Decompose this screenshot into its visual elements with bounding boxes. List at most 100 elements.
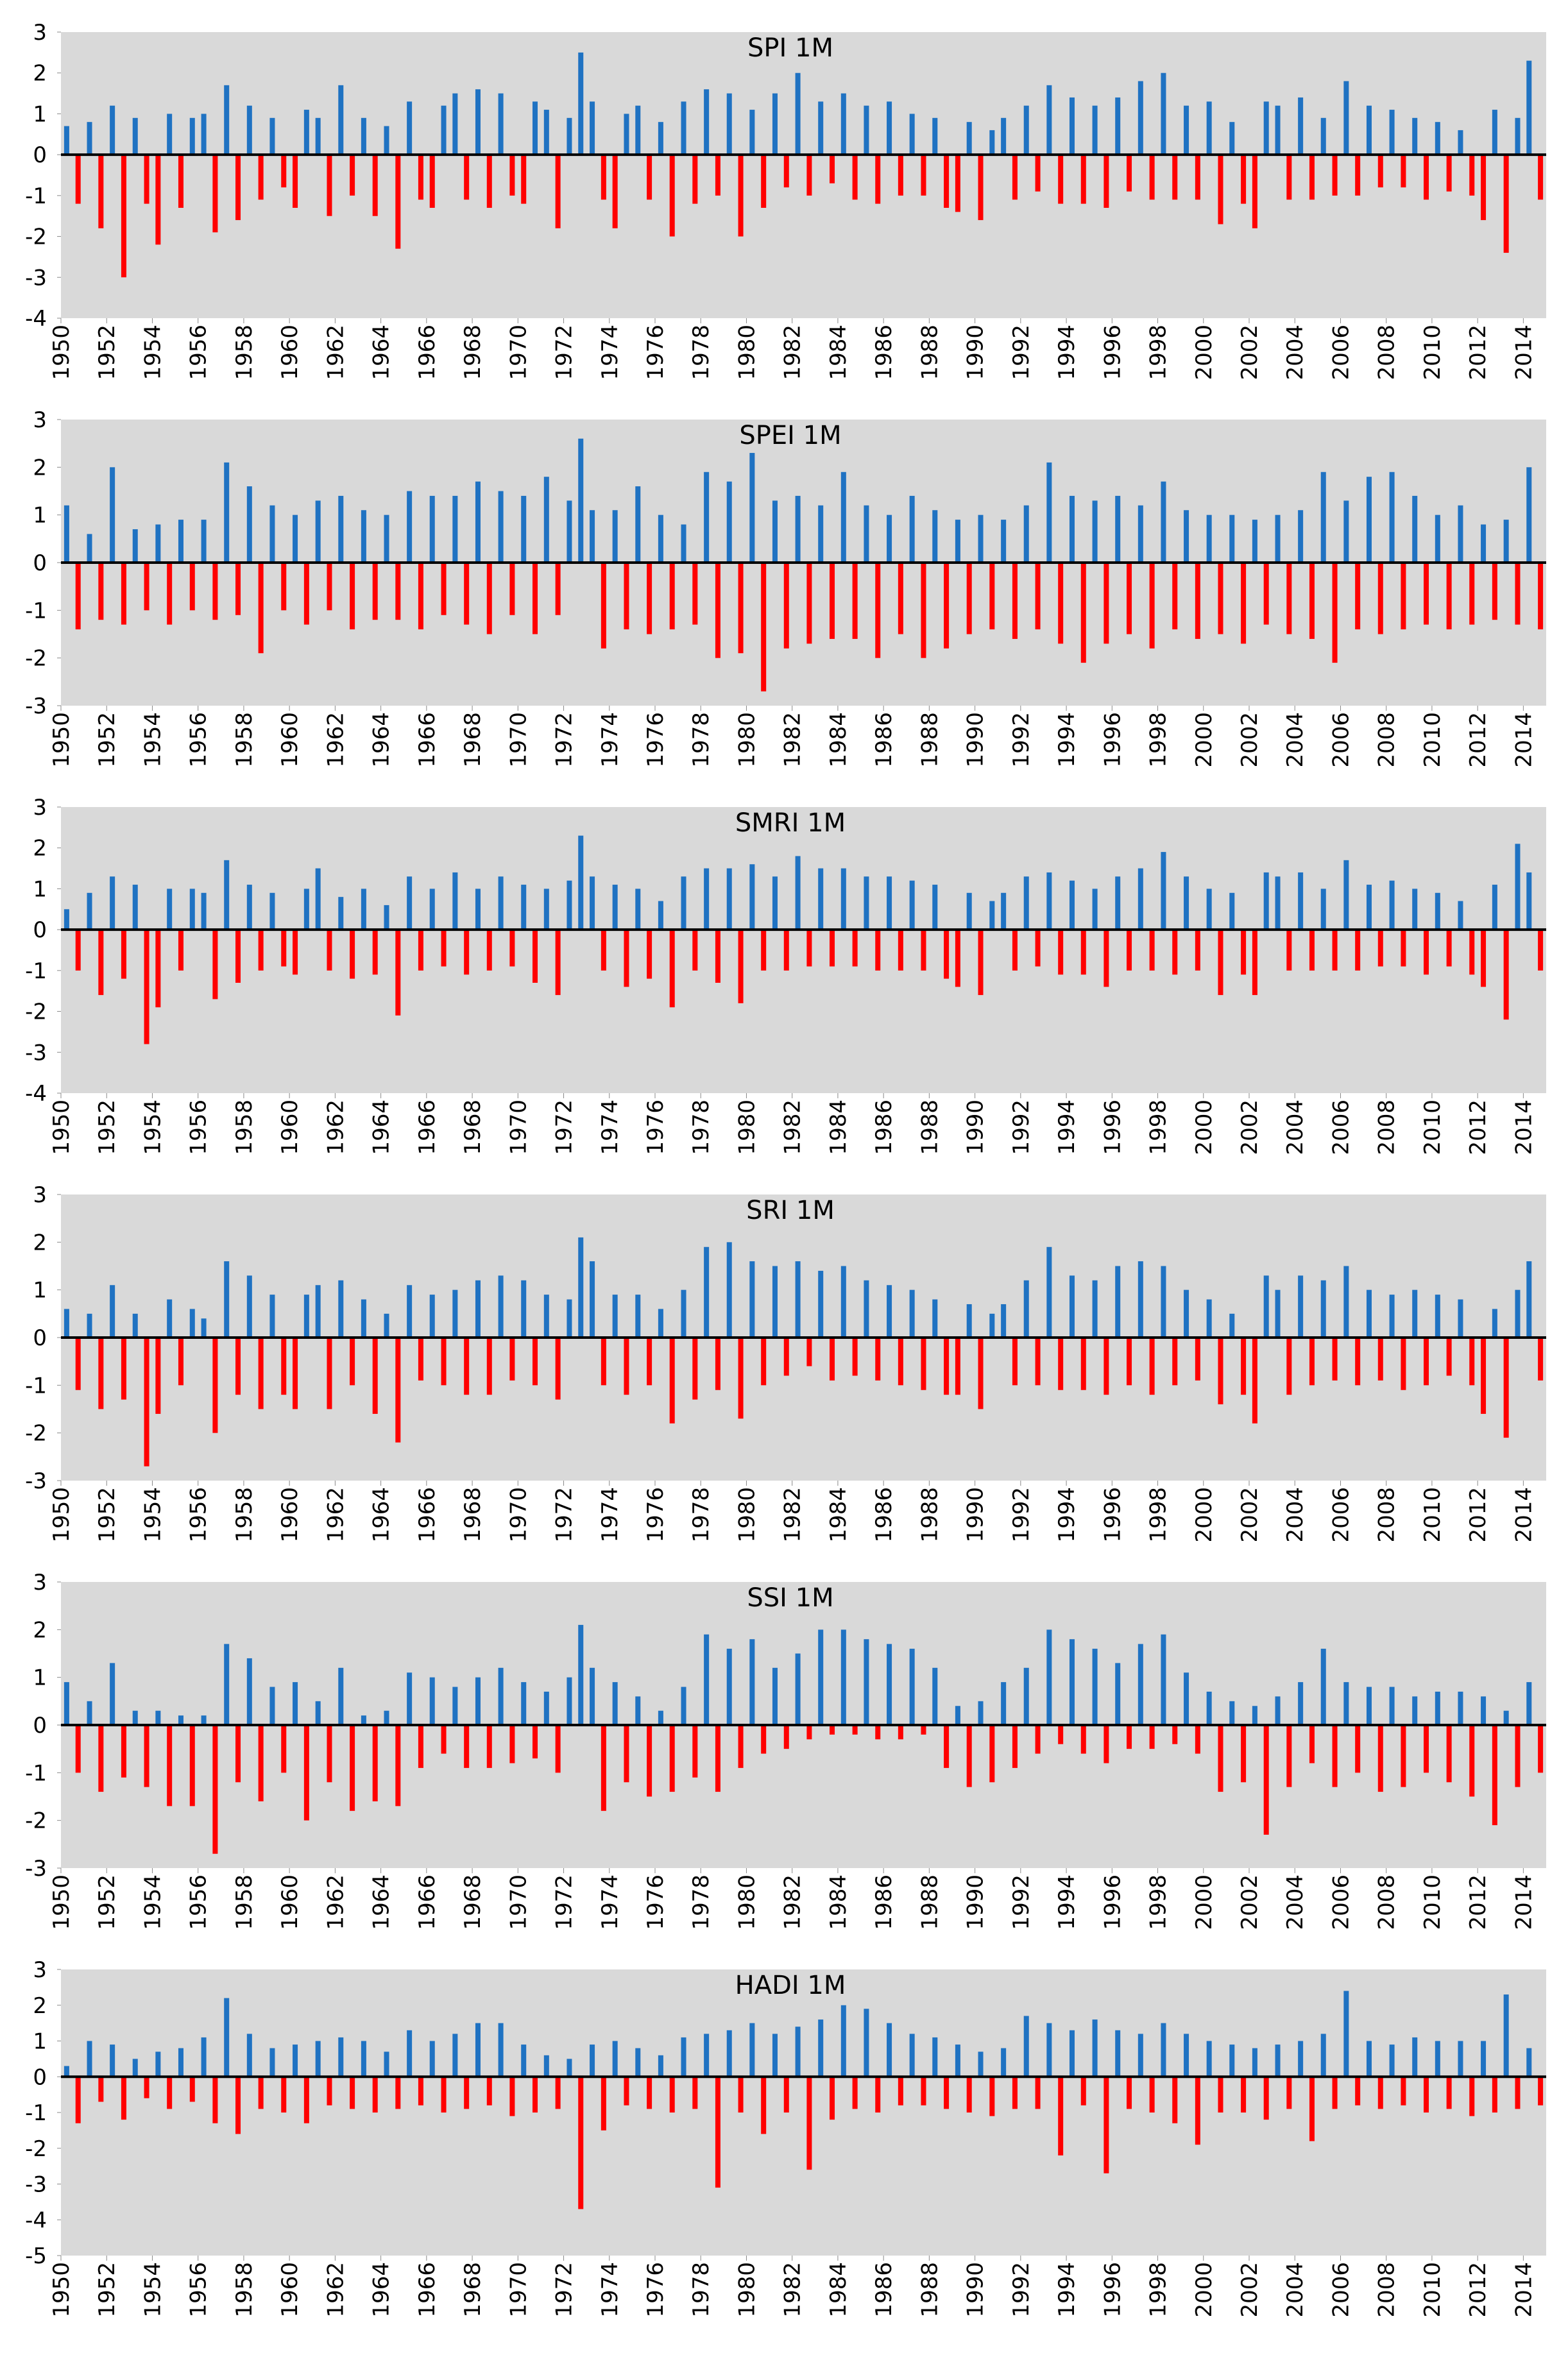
x-tick-label: 1958 <box>232 2262 257 2318</box>
bar <box>1424 563 1429 625</box>
bar <box>246 1658 252 1725</box>
bar <box>772 500 778 563</box>
bar <box>1458 505 1463 563</box>
bar <box>372 1338 378 1414</box>
bar <box>1046 872 1052 930</box>
bar <box>293 1338 298 1409</box>
bar <box>898 563 903 634</box>
bar <box>281 1338 287 1395</box>
bar <box>110 105 115 155</box>
bar <box>1161 2023 1166 2077</box>
bar <box>830 155 835 183</box>
bar <box>1069 1275 1075 1338</box>
bar <box>761 2077 767 2134</box>
bar <box>852 1725 858 1735</box>
bar <box>1298 2041 1304 2077</box>
x-tick-label: 2004 <box>1283 1100 1308 1155</box>
bar <box>338 1667 344 1725</box>
x-tick-label: 1970 <box>506 1100 531 1155</box>
bar <box>1412 888 1418 930</box>
bar <box>555 1725 561 1773</box>
bar <box>464 1338 470 1395</box>
bar <box>783 1725 789 1749</box>
bar <box>452 1289 458 1338</box>
x-tick-label: 1972 <box>552 712 577 768</box>
bar <box>818 505 824 563</box>
x-tick-label: 1986 <box>871 712 897 768</box>
bar <box>201 2037 207 2077</box>
bar <box>246 486 252 563</box>
bar <box>1343 500 1349 563</box>
bar <box>452 495 458 563</box>
bar <box>1481 524 1487 563</box>
bar <box>1492 1725 1497 1826</box>
bar <box>921 155 926 196</box>
bar <box>578 1624 584 1725</box>
bar <box>372 155 378 216</box>
bar <box>1538 155 1544 200</box>
bar <box>132 1710 138 1725</box>
bar <box>944 1338 950 1395</box>
bar <box>590 1667 595 1725</box>
y-tick-label: -1 <box>25 598 47 624</box>
bar <box>293 930 298 975</box>
x-tick-label: 1956 <box>186 1875 212 1930</box>
bar <box>372 563 378 620</box>
bar <box>98 930 104 996</box>
x-tick-label: 1972 <box>552 1100 577 1155</box>
bar <box>738 930 744 1003</box>
bar <box>726 1242 732 1338</box>
bar <box>110 1285 115 1338</box>
bar <box>738 2077 744 2113</box>
bar <box>327 930 332 971</box>
bar <box>783 930 789 971</box>
bar <box>1172 155 1178 200</box>
x-tick-label: 2010 <box>1420 712 1445 768</box>
x-tick-label: 1960 <box>277 1100 303 1155</box>
y-tick-label: -5 <box>25 2243 47 2269</box>
bar <box>669 155 675 237</box>
bar <box>1229 514 1235 563</box>
bar <box>864 1280 869 1338</box>
x-tick-label: 1968 <box>460 325 486 380</box>
bar <box>830 2077 835 2120</box>
bar <box>87 2041 92 2077</box>
bar <box>921 1338 926 1390</box>
bar <box>1389 2045 1395 2077</box>
bar <box>235 930 241 983</box>
bar <box>189 2077 195 2102</box>
x-tick-label: 2010 <box>1420 2262 1445 2318</box>
bar <box>110 2045 115 2077</box>
bar <box>372 930 378 975</box>
bar <box>601 1338 606 1386</box>
bar <box>418 1725 423 1768</box>
bar <box>1035 563 1041 630</box>
bar <box>635 888 641 930</box>
bar <box>978 155 984 221</box>
bar <box>201 114 207 155</box>
bar <box>429 888 435 930</box>
bar <box>1115 1266 1121 1338</box>
bar <box>87 1701 92 1725</box>
bar <box>795 72 801 155</box>
bar <box>1263 2077 1269 2120</box>
bar <box>1172 563 1178 630</box>
bar <box>1492 563 1497 620</box>
x-tick-label: 1992 <box>1009 712 1034 768</box>
bar <box>269 1687 275 1725</box>
bar <box>1252 520 1257 563</box>
bar <box>669 1338 675 1424</box>
x-tick-label: 1960 <box>277 2262 303 2318</box>
x-tick-label: 1960 <box>277 712 303 768</box>
bar <box>978 1701 984 1725</box>
bar <box>303 2077 309 2123</box>
bar <box>87 1313 92 1338</box>
bar <box>1446 1725 1452 1783</box>
bar <box>1161 1634 1166 1725</box>
bar <box>167 888 173 930</box>
x-tick-label: 1994 <box>1054 1487 1080 1543</box>
bar <box>647 1725 652 1797</box>
bar <box>293 514 298 563</box>
bar <box>830 930 835 967</box>
bar <box>1206 514 1212 563</box>
